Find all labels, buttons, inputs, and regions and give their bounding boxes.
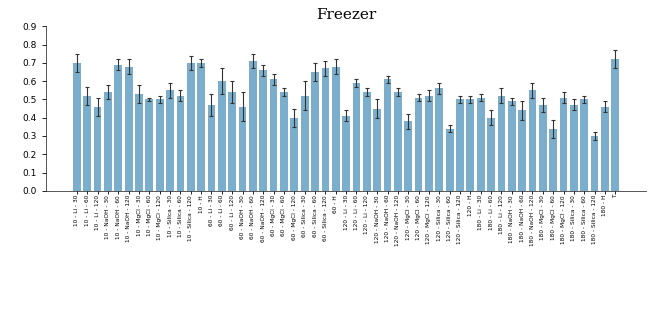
Bar (94, 107, 101, 191)
Bar (176, 96, 184, 191)
Bar (363, 92, 371, 191)
Bar (374, 109, 381, 191)
Bar (280, 92, 288, 191)
Bar (570, 105, 578, 191)
Bar (539, 105, 547, 191)
Bar (508, 101, 516, 191)
Bar (560, 98, 567, 191)
Bar (259, 70, 267, 191)
Bar (415, 98, 422, 191)
Bar (239, 107, 246, 191)
Bar (611, 59, 619, 191)
Bar (125, 66, 133, 191)
Bar (446, 129, 453, 191)
Bar (466, 99, 474, 191)
Bar (229, 92, 236, 191)
Bar (456, 99, 464, 191)
Bar (394, 92, 402, 191)
Bar (197, 63, 205, 191)
Bar (332, 66, 340, 191)
Bar (187, 63, 195, 191)
Bar (601, 107, 609, 191)
Bar (156, 99, 164, 191)
Bar (311, 72, 319, 191)
Bar (167, 90, 174, 191)
Bar (270, 79, 278, 191)
Bar (321, 68, 329, 191)
Bar (591, 136, 598, 191)
Bar (353, 83, 360, 191)
Bar (518, 111, 526, 191)
Bar (146, 99, 153, 191)
Bar (549, 129, 557, 191)
Bar (291, 118, 298, 191)
Bar (436, 89, 443, 191)
Bar (477, 98, 485, 191)
Bar (208, 105, 215, 191)
Bar (84, 96, 91, 191)
Bar (218, 81, 226, 191)
Bar (404, 121, 412, 191)
Bar (249, 61, 257, 191)
Bar (425, 96, 433, 191)
Bar (487, 118, 495, 191)
Bar (383, 79, 391, 191)
Bar (114, 65, 122, 191)
Bar (342, 116, 350, 191)
Bar (135, 94, 143, 191)
Bar (301, 96, 309, 191)
Title: Freezer: Freezer (316, 8, 376, 22)
Bar (498, 96, 505, 191)
Bar (581, 99, 588, 191)
Bar (104, 92, 112, 191)
Bar (73, 63, 81, 191)
Bar (528, 90, 536, 191)
